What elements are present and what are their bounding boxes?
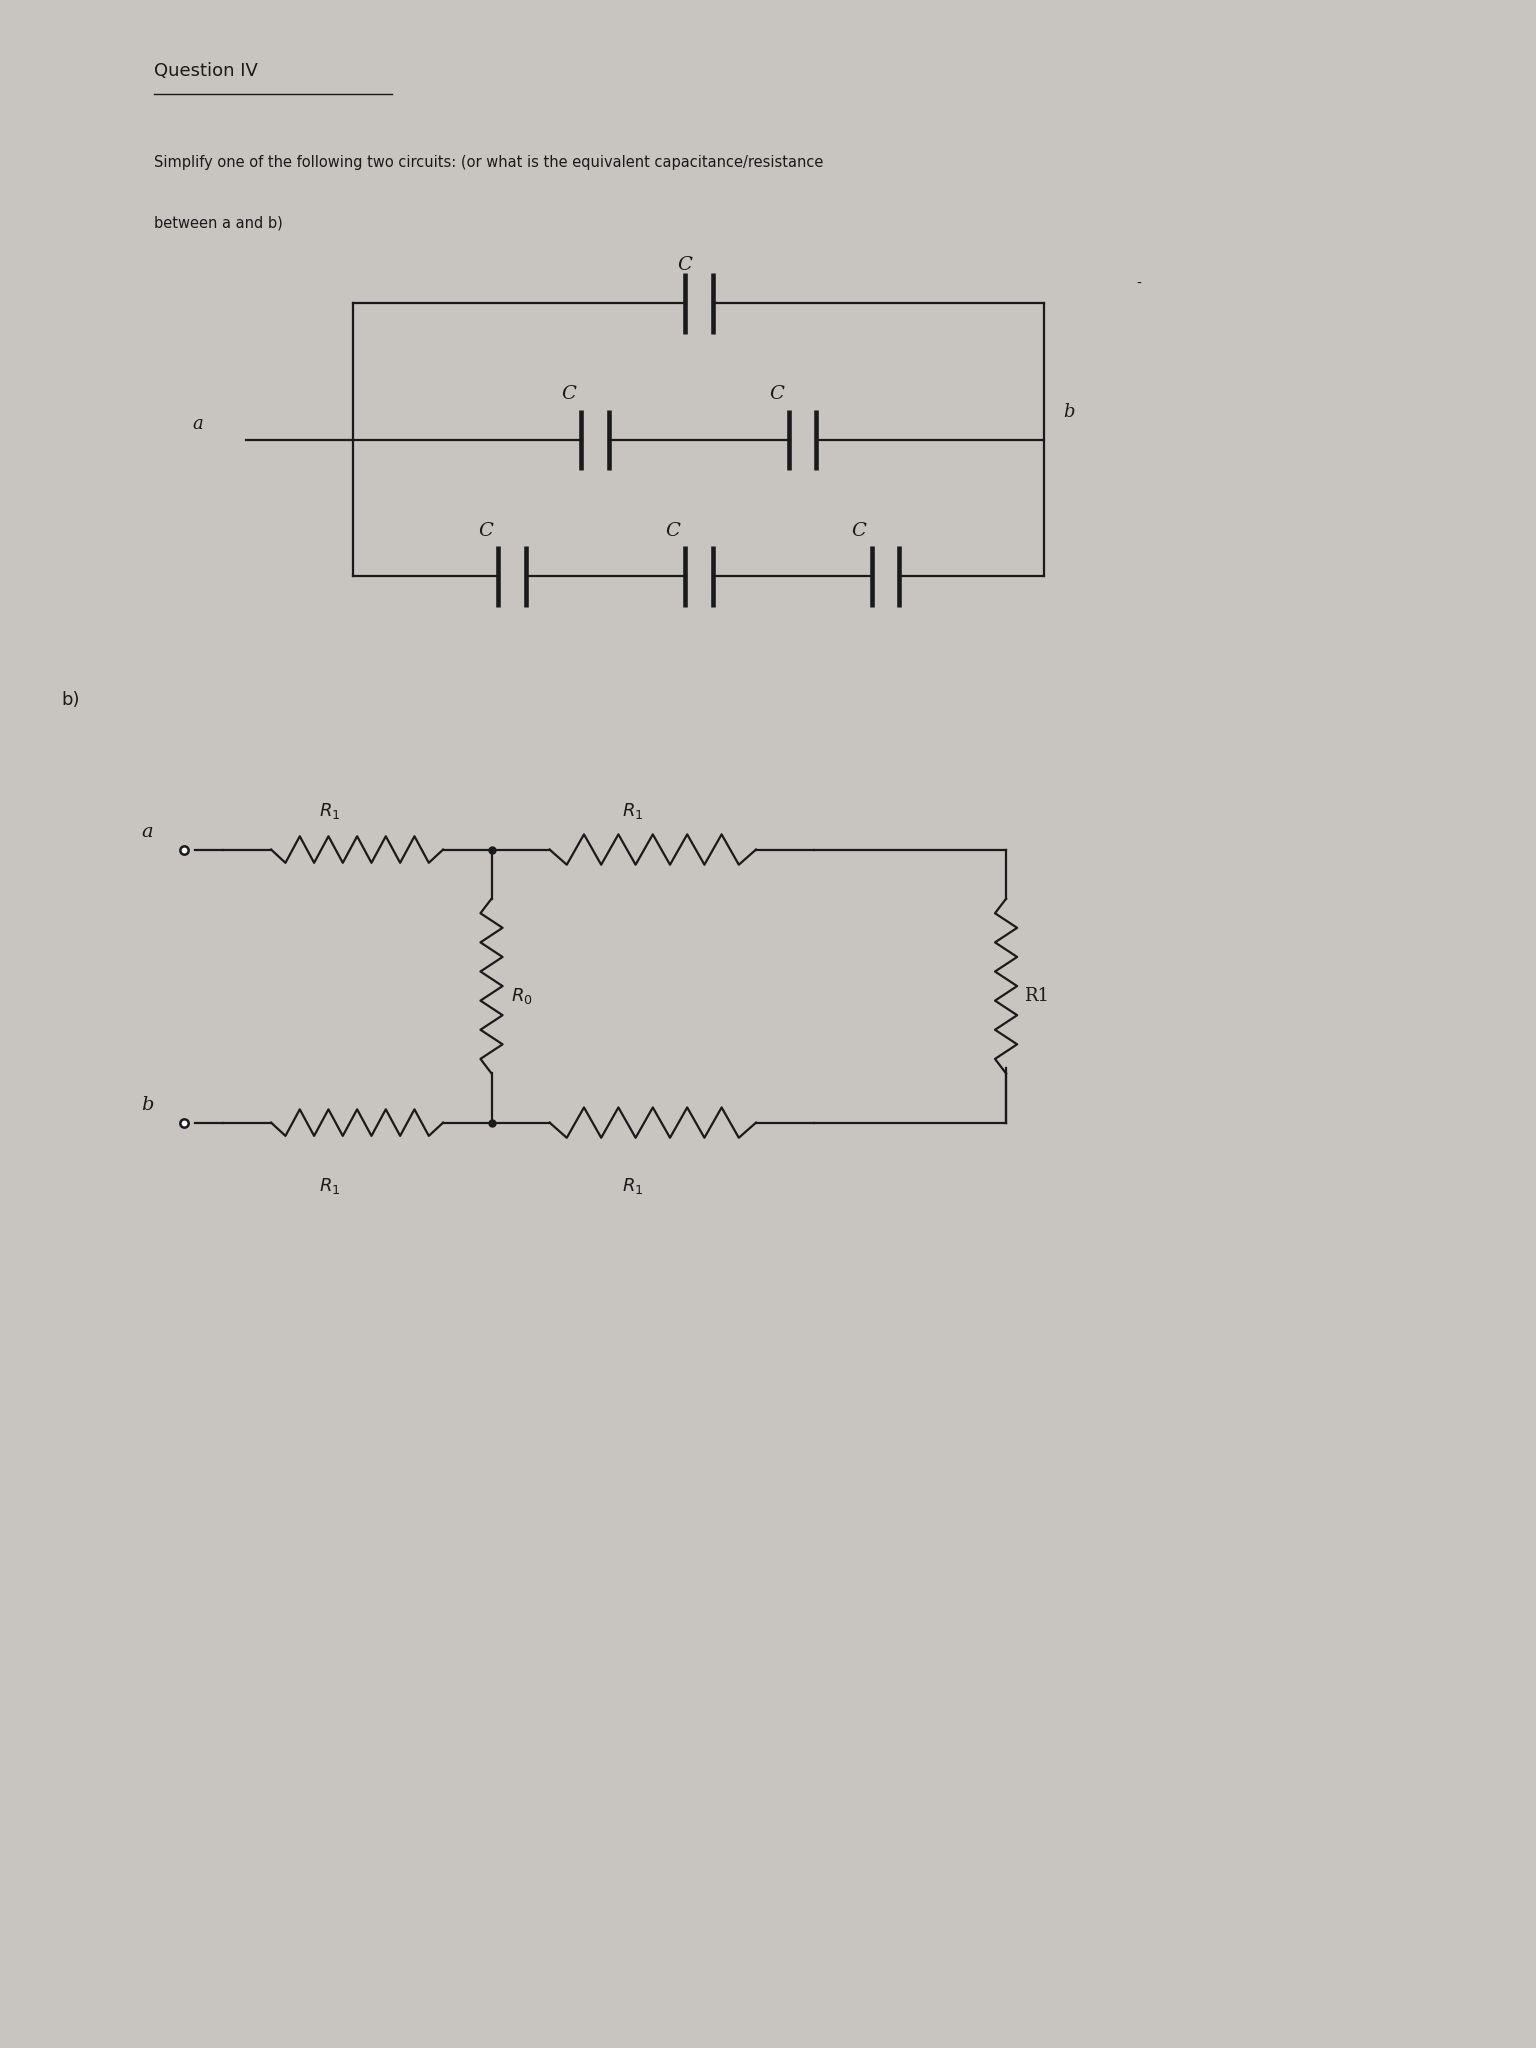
Text: b: b	[1063, 403, 1074, 422]
Text: $R_1$: $R_1$	[319, 1176, 339, 1196]
Text: C: C	[770, 385, 783, 403]
Text: C: C	[677, 256, 693, 274]
Text: $R_1$: $R_1$	[622, 1176, 644, 1196]
Text: b): b)	[61, 692, 80, 709]
Text: between a and b): between a and b)	[154, 215, 283, 231]
Text: C: C	[562, 385, 576, 403]
Text: b: b	[141, 1096, 154, 1114]
Text: C: C	[479, 522, 493, 539]
Text: R1: R1	[1025, 987, 1049, 1006]
Text: C: C	[851, 522, 866, 539]
Text: $R_0$: $R_0$	[511, 987, 533, 1006]
Text: $R_1$: $R_1$	[622, 801, 644, 821]
Text: a: a	[141, 823, 154, 842]
Text: C: C	[665, 522, 680, 539]
Text: -: -	[1137, 276, 1141, 291]
Text: Question IV: Question IV	[154, 61, 258, 80]
Text: $R_1$: $R_1$	[319, 801, 339, 821]
Text: a: a	[192, 416, 203, 434]
Text: Simplify one of the following two circuits: (or what is the equivalent capacitan: Simplify one of the following two circui…	[154, 156, 823, 170]
